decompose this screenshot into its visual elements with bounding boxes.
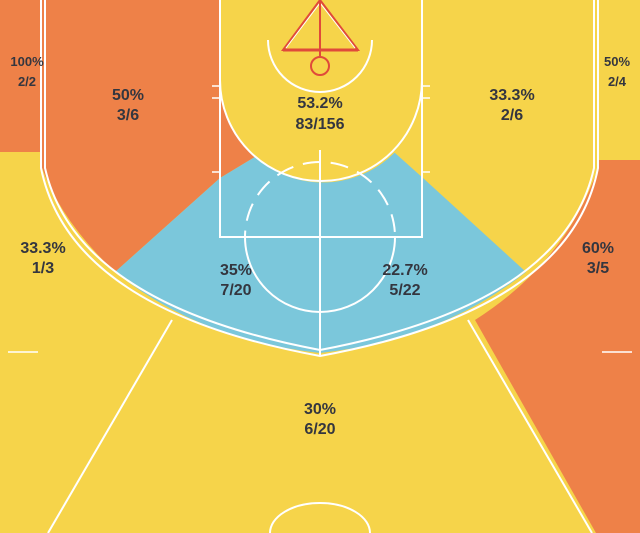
zone-left-corner-three [0,0,41,152]
zone-frac-left-baseline-mid: 3/6 [117,107,139,124]
zone-pct-top-of-key-three: 30% [304,401,336,418]
lane-hash-marks [8,85,632,353]
zone-pct-right-wing-three: 60% [582,240,614,257]
zone-pct-left-corner-three: 100% [10,54,44,69]
zone-pct-left-baseline-mid: 50% [112,87,144,104]
zone-pct-left-wing-three: 33.3% [20,240,65,257]
hoop [281,0,361,76]
zone-pct-right-baseline-mid: 33.3% [489,87,534,104]
zone-frac-right-wing-three: 3/5 [587,260,609,277]
zone-frac-right-corner-three: 2/4 [608,74,627,89]
zone-frac-left-corner-three: 2/2 [18,74,36,89]
zone-labels: 100% 2/2 50% 3/6 53.2% 83/156 33.3% 2/6 … [10,54,630,438]
restricted-arc [219,79,423,182]
zone-frac-paint-left: 7/20 [220,282,251,299]
zone-pct-right-corner-three: 50% [604,54,630,69]
zone-pct-paint-right: 22.7% [382,262,427,279]
court-lines [8,0,632,533]
zone-right-corner-three [598,0,640,152]
zone-frac-left-wing-three: 1/3 [32,260,54,277]
zone-pct-paint-left: 35% [220,262,252,279]
zone-left-baseline-mid [41,0,263,272]
zone-divider-left [47,319,173,533]
rim-icon [310,56,330,76]
zone-frac-restricted-area: 83/156 [296,116,345,133]
zone-frac-top-of-key-three: 6/20 [304,421,335,438]
zone-pct-restricted-area: 53.2% [297,95,342,112]
zone-right-wing-three [475,160,640,533]
zone-frac-right-baseline-mid: 2/6 [501,107,523,124]
zone-divider-right [467,319,593,533]
half-court-circle [269,502,371,533]
inner-restricted-arc [267,39,373,93]
zone-frac-paint-right: 5/22 [389,282,420,299]
